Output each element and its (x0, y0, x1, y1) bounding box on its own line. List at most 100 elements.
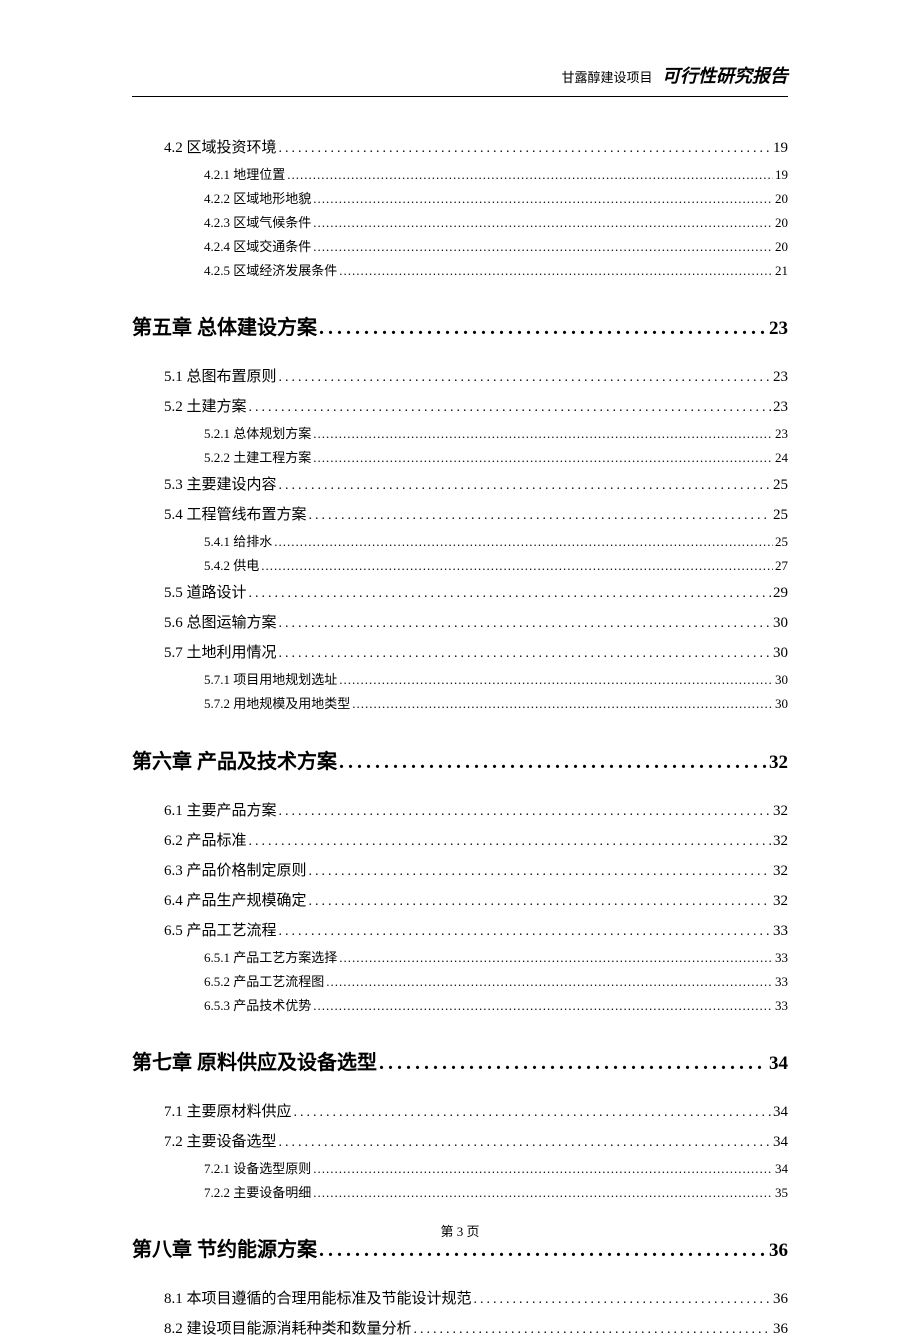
toc-page-number: 33 (773, 916, 788, 946)
toc-page-number: 30 (773, 638, 788, 668)
toc-leader-dots: ........................................… (309, 888, 771, 916)
toc-page-number: 20 (775, 211, 788, 235)
toc-leader-dots: ........................................… (279, 640, 771, 668)
toc-leader-dots: ........................................… (279, 918, 771, 946)
toc-label: 6.4 产品生产规模确定 (164, 886, 307, 916)
toc-page-number: 29 (773, 578, 788, 608)
toc-page-number: 23 (773, 362, 788, 392)
toc-label: 7.1 主要原材料供应 (164, 1097, 292, 1127)
toc-block: 第七章 原料供应及设备选型...........................… (132, 1046, 788, 1205)
toc-page-number: 21 (775, 259, 788, 283)
page-number: 第 3 页 (440, 1224, 479, 1239)
toc-leader-dots: ........................................… (379, 1052, 767, 1075)
toc-label: 4.2.5 区域经济发展条件 (204, 259, 337, 283)
toc-chapter: 第五章 总体建设方案..............................… (132, 311, 788, 340)
toc-page-number: 20 (775, 235, 788, 259)
toc-leader-dots: ........................................… (249, 828, 771, 856)
toc-leader-dots: ........................................… (414, 1316, 771, 1344)
toc-section: 6.1 主要产品方案..............................… (164, 796, 788, 826)
toc-page-number: 32 (773, 886, 788, 916)
toc-label: 5.4.1 给排水 (204, 530, 272, 554)
toc-leader-dots: ........................................… (313, 994, 773, 1018)
toc-page-number: 30 (775, 668, 788, 692)
toc-page-number: 34 (775, 1157, 788, 1181)
toc-page-number: 24 (775, 446, 788, 470)
toc-subsection: 6.5.3 产品技术优势............................… (204, 994, 788, 1018)
toc-subsection: 5.4.2 供电................................… (204, 554, 788, 578)
toc-section: 5.6 总图运输方案..............................… (164, 608, 788, 638)
toc-section: 5.7 土地利用情况..............................… (164, 638, 788, 668)
toc-label: 6.5.1 产品工艺方案选择 (204, 946, 337, 970)
toc-section: 8.1 本项目遵循的合理用能标准及节能设计规范.................… (164, 1284, 788, 1314)
toc-subsection: 5.7.2 用地规模及用地类型.........................… (204, 692, 788, 716)
toc-leader-dots: ........................................… (279, 798, 771, 826)
toc-page-number: 23 (775, 422, 788, 446)
toc-leader-dots: ........................................… (339, 751, 767, 774)
toc-leader-dots: ........................................… (339, 946, 773, 970)
toc-leader-dots: ........................................… (326, 970, 773, 994)
toc-label: 5.5 道路设计 (164, 578, 247, 608)
toc-leader-dots: ........................................… (279, 135, 771, 163)
toc-leader-dots: ........................................… (313, 422, 773, 446)
toc-label: 5.7.1 项目用地规划选址 (204, 668, 337, 692)
toc-leader-dots: ........................................… (279, 472, 771, 500)
toc-page-number: 34 (773, 1097, 788, 1127)
toc-section: 5.3 主要建设内容..............................… (164, 470, 788, 500)
toc-label: 5.2 土建方案 (164, 392, 247, 422)
toc-leader-dots: ........................................… (249, 580, 771, 608)
toc-page-number: 36 (773, 1314, 788, 1344)
toc-section: 6.2 产品标准................................… (164, 826, 788, 856)
toc-leader-dots: ........................................… (313, 446, 773, 470)
toc-leader-dots: ........................................… (313, 187, 773, 211)
toc-page-number: 27 (775, 554, 788, 578)
toc-label: 5.6 总图运输方案 (164, 608, 277, 638)
toc-label: 5.1 总图布置原则 (164, 362, 277, 392)
toc-leader-dots: ........................................… (339, 668, 773, 692)
toc-section: 5.1 总图布置原则..............................… (164, 362, 788, 392)
toc-label: 5.4.2 供电 (204, 554, 259, 578)
toc-leader-dots: ........................................… (309, 858, 771, 886)
toc-label: 5.7.2 用地规模及用地类型 (204, 692, 350, 716)
toc-chapter: 第七章 原料供应及设备选型...........................… (132, 1046, 788, 1075)
toc-page-number: 30 (773, 608, 788, 638)
toc-label: 4.2.1 地理位置 (204, 163, 285, 187)
toc-page-number: 32 (773, 856, 788, 886)
toc-label: 5.4 工程管线布置方案 (164, 500, 307, 530)
toc-page-number: 35 (775, 1181, 788, 1205)
toc-subsection: 7.2.2 主要设备明细............................… (204, 1181, 788, 1205)
toc-label: 第七章 原料供应及设备选型 (132, 1046, 377, 1075)
toc-page-number: 19 (775, 163, 788, 187)
toc-subsection: 4.2.4 区域交通条件............................… (204, 235, 788, 259)
toc-section: 7.1 主要原材料供应.............................… (164, 1097, 788, 1127)
toc-page-number: 33 (775, 970, 788, 994)
toc-page-number: 25 (773, 470, 788, 500)
toc-label: 5.2.2 土建工程方案 (204, 446, 311, 470)
toc-page-number: 20 (775, 187, 788, 211)
toc-page-number: 25 (773, 500, 788, 530)
toc-chapter: 第六章 产品及技术方案.............................… (132, 745, 788, 774)
toc-label: 4.2 区域投资环境 (164, 133, 277, 163)
toc-page-number: 32 (769, 752, 788, 774)
toc-leader-dots: ........................................… (279, 1129, 771, 1157)
toc-leader-dots: ........................................… (279, 364, 771, 392)
toc-label: 第五章 总体建设方案 (132, 311, 317, 340)
toc-section: 5.5 道路设计................................… (164, 578, 788, 608)
toc-section: 6.5 产品工艺流程..............................… (164, 916, 788, 946)
toc-label: 8.2 建设项目能源消耗种类和数量分析 (164, 1314, 412, 1344)
toc-block: 4.2 区域投资环境..............................… (132, 133, 788, 283)
toc-label: 4.2.3 区域气候条件 (204, 211, 311, 235)
toc-block: 第八章 节约能源方案..............................… (132, 1233, 788, 1344)
toc-leader-dots: ........................................… (294, 1099, 771, 1127)
toc-leader-dots: ........................................… (474, 1286, 771, 1314)
toc-block: 第五章 总体建设方案..............................… (132, 311, 788, 716)
toc-label: 6.3 产品价格制定原则 (164, 856, 307, 886)
toc-leader-dots: ........................................… (249, 394, 771, 422)
toc-label: 6.5.2 产品工艺流程图 (204, 970, 324, 994)
toc-subsection: 5.2.2 土建工程方案............................… (204, 446, 788, 470)
toc-section: 7.2 主要设备选型..............................… (164, 1127, 788, 1157)
toc-label: 6.5 产品工艺流程 (164, 916, 277, 946)
toc-subsection: 5.7.1 项目用地规划选址..........................… (204, 668, 788, 692)
toc-label: 4.2.4 区域交通条件 (204, 235, 311, 259)
toc-label: 6.2 产品标准 (164, 826, 247, 856)
header-project: 甘露醇建设项目 (561, 70, 652, 85)
